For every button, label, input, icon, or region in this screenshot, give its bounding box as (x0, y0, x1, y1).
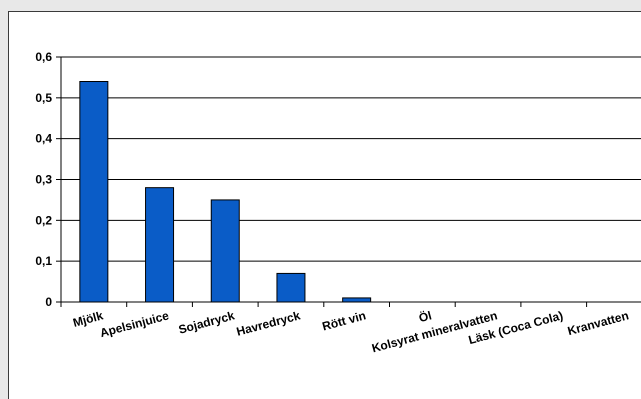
x-category-label: Öl (417, 307, 433, 325)
bar-mjölk (79, 81, 109, 303)
x-category-label: Rött vin (321, 308, 368, 333)
x-category-label: Havredryck (235, 308, 302, 339)
x-category-label: Apelsinjuice (98, 308, 170, 340)
y-tick-label: 0,3 (35, 173, 52, 187)
y-tick-label: 0,1 (35, 254, 52, 268)
bar-sojadryck (210, 199, 240, 303)
y-tick-label: 0 (45, 295, 52, 309)
axes (56, 56, 641, 307)
bar-apelsinjuice (145, 187, 175, 303)
bar-havredryck (276, 272, 306, 303)
bars (79, 81, 372, 303)
chart-frame: 0 0,1 0,2 0,3 0,4 0,5 0,6 Mjölk Apelsinjuice Soj… (8, 11, 641, 399)
y-tick-label: 0,5 (35, 91, 52, 105)
y-tick-labels: 0 0,1 0,2 0,3 0,4 0,5 0,6 (35, 50, 52, 309)
x-category-label: Sojadryck (177, 308, 236, 336)
y-tick-label: 0,6 (35, 50, 52, 64)
bar-rött-vin (342, 297, 372, 303)
y-tick-label: 0,4 (35, 132, 52, 146)
y-tick-label: 0,2 (35, 213, 52, 227)
x-category-label: Kranvatten (566, 308, 630, 338)
